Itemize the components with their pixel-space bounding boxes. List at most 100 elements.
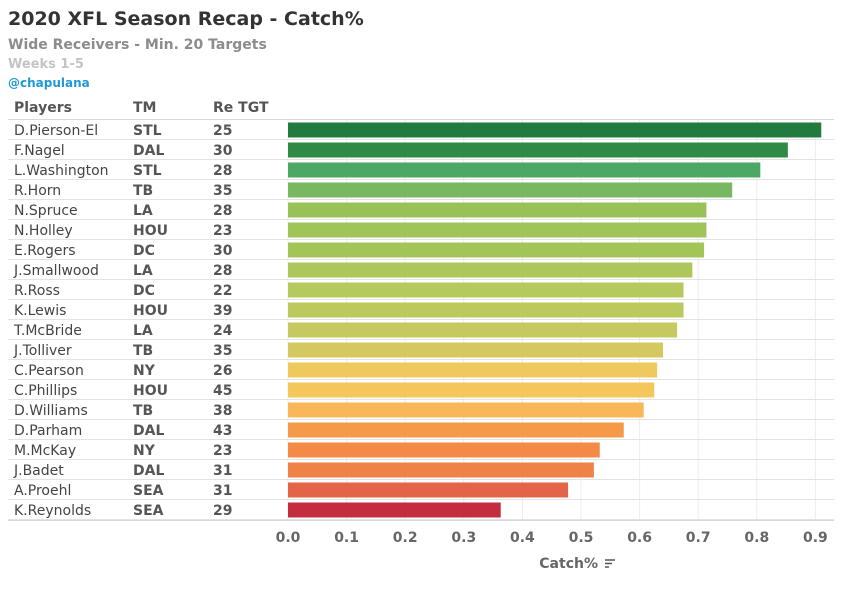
targets-value: 26 [213,363,232,379]
player-name: J.Tolliver [13,343,72,359]
chart-subtitle: Wide Receivers - Min. 20 Targets [8,37,267,53]
team-code: DAL [133,463,164,479]
targets-value: 43 [213,423,232,439]
table-row[interactable]: R.Horn TB 35 [8,182,834,200]
targets-value: 23 [213,443,232,459]
table-row[interactable]: N.Spruce LA 28 [8,202,834,220]
x-tick-label: 0.1 [334,530,359,546]
player-name: C.Phillips [14,383,77,399]
x-tick-label: 0.9 [803,530,828,546]
catch-pct-bar [288,342,664,358]
player-name: D.Williams [14,403,88,419]
x-tick-label: 0.4 [510,530,535,546]
table-row[interactable]: A.Proehl SEA 31 [8,482,834,500]
team-code: TB [133,403,153,419]
player-name: E.Rogers [14,243,76,259]
x-tick-label: 0.2 [393,530,418,546]
x-tick-label: 0.8 [744,530,769,546]
chart-title: 2020 XFL Season Recap - Catch% [8,8,364,30]
x-axis-title: Catch% [539,556,598,572]
targets-value: 39 [213,303,232,319]
catch-pct-bar [288,142,788,158]
catch-pct-bar [288,202,707,218]
team-code: HOU [133,303,168,319]
x-tick-label: 0.5 [569,530,594,546]
targets-value: 28 [213,163,232,179]
player-name: K.Lewis [14,303,66,319]
catch-pct-bar [288,262,693,278]
player-name: N.Spruce [14,203,78,219]
targets-value: 35 [213,183,232,199]
team-code: TB [133,343,153,359]
targets-value: 35 [213,343,232,359]
catch-pct-bar [288,442,600,458]
table-row[interactable]: E.Rogers DC 30 [8,242,834,260]
table-row[interactable]: M.McKay NY 23 [8,442,834,460]
table-row[interactable]: F.Nagel DAL 30 [8,142,834,160]
x-tick-label: 0.3 [451,530,476,546]
targets-value: 24 [213,323,233,339]
player-name: D.Pierson-El [14,123,98,139]
table-row[interactable]: J.Badet DAL 31 [8,462,834,480]
table-row[interactable]: J.Smallwood LA 28 [8,262,834,280]
player-name: M.McKay [14,443,76,459]
table-row[interactable]: C.Pearson NY 26 [8,362,834,380]
targets-value: 23 [213,223,232,239]
table-row[interactable]: L.Washington STL 28 [8,162,834,180]
catch-pct-bar [288,162,761,178]
team-code: LA [133,203,153,219]
team-code: TB [133,183,153,199]
weeks-label: Weeks 1-5 [8,57,84,72]
table-row[interactable]: R.Ross DC 22 [8,282,834,300]
catch-pct-bar [288,422,624,438]
player-name: D.Parham [14,423,82,439]
team-code: LA [133,263,153,279]
targets-value: 38 [213,403,232,419]
targets-value: 31 [213,463,232,479]
catch-pct-bar [288,322,678,338]
catch-pct-bar [288,362,658,378]
player-name: N.Holley [14,223,73,239]
catch-pct-bar [288,302,684,318]
team-code: LA [133,323,153,339]
table-row[interactable]: J.Tolliver TB 35 [8,342,834,360]
players-column-header[interactable]: Players [14,100,72,116]
targets-value: 28 [213,203,232,219]
team-code: STL [133,163,162,179]
table-row[interactable]: K.Lewis HOU 39 [8,302,834,320]
player-name: R.Ross [14,283,60,299]
player-name: F.Nagel [14,143,65,159]
table-row[interactable]: K.Reynolds SEA 29 [8,502,834,520]
player-name: A.Proehl [14,483,71,499]
table-row[interactable]: T.McBride LA 24 [8,322,834,340]
table-row[interactable]: C.Phillips HOU 45 [8,382,834,400]
sort-icon[interactable] [604,557,616,569]
catch-pct-bar [288,242,705,258]
table-row[interactable]: D.Williams TB 38 [8,402,834,420]
table-row[interactable]: N.Holley HOU 23 [8,222,834,240]
catch-pct-bar [288,382,655,398]
author-handle[interactable]: @chapulana [8,76,90,90]
catch-pct-bar [288,502,501,518]
targets-value: 25 [213,123,232,139]
catch-pct-bar [288,282,684,298]
targets-value: 31 [213,483,232,499]
player-name: J.Badet [13,463,64,479]
team-code: DAL [133,143,164,159]
team-code: NY [133,363,156,379]
team-code: HOU [133,383,168,399]
catch-pct-bar [288,222,707,238]
team-code: NY [133,443,156,459]
targets-value: 22 [213,283,232,299]
player-name: K.Reynolds [14,503,91,519]
catch-pct-bar [288,122,822,138]
x-tick-label: 0.0 [276,530,301,546]
table-row[interactable]: D.Pierson-El STL 25 [8,122,834,140]
team-column-header[interactable]: TM [133,100,157,116]
player-name: T.McBride [13,323,82,339]
team-code: SEA [133,483,164,499]
table-row[interactable]: D.Parham DAL 43 [8,422,834,440]
team-code: SEA [133,503,164,519]
targets-column-header[interactable]: Re TGT [213,100,269,116]
